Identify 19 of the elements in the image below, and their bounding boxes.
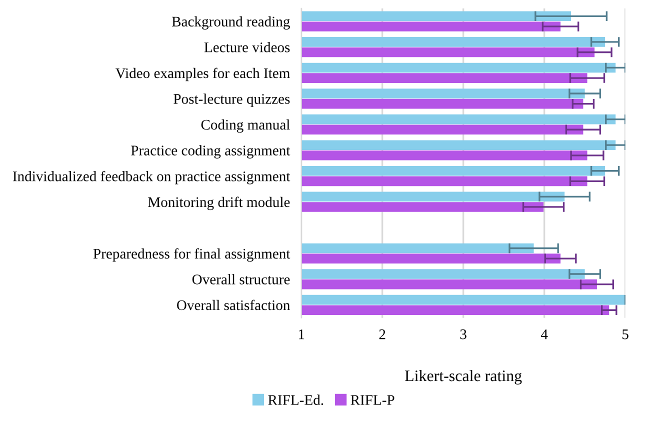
x-tick-label: 3 [460,329,466,340]
y-tick-label: Individualized feedback on practice assignment [12,170,290,184]
x-tick-label: 2 [379,329,386,340]
y-tick-label: Coding manual [201,119,290,133]
x-tick-label: 5 [622,330,628,340]
y-tick-label: Post-lecture quizzes [174,94,290,107]
y-tick-label: Lecture videos [204,42,290,52]
y-tick-label: Video examples for each Item [116,68,290,82]
y-tick-label: Overall structure [192,274,290,284]
y-tick-label: Overall satisfaction [177,300,290,310]
y-tick-label: Background reading [172,16,290,30]
y-tick-label: Monitoring drift module [148,196,290,210]
y-tick-label: Practice coding assignment [131,145,290,158]
x-tick-label: 1 [298,329,304,340]
legend-label: RIFL-P [350,395,394,405]
y-tick-label: Preparedness for final assignment [93,248,290,262]
x-axis-title: Likert-scale rating [405,370,522,384]
x-tick-label: 4 [540,329,548,340]
legend-label: RIFL-Ed. [268,394,324,405]
